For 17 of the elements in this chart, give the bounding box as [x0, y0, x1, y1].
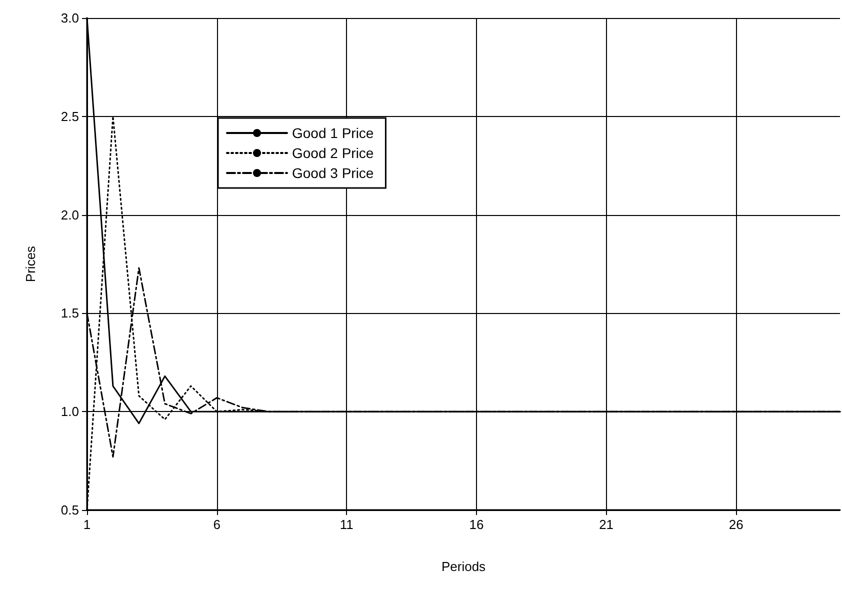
legend-label: Good 3 Price	[292, 165, 374, 181]
x-tick-label: 11	[340, 517, 354, 532]
x-axis-title: Periods	[441, 559, 486, 574]
x-tick-label: 1	[83, 517, 91, 532]
y-tick-label: 1.0	[60, 404, 79, 420]
y-tick-label: 0.5	[60, 502, 79, 518]
legend-label: Good 2 Price	[292, 145, 374, 161]
x-tick-label: 21	[599, 517, 614, 532]
y-axis-title: Prices	[23, 245, 38, 282]
y-tick-label: 1.5	[60, 306, 79, 321]
x-tick-label: 16	[469, 517, 484, 532]
x-tick-label: 26	[728, 517, 744, 532]
y-tick-label: 2.0	[60, 207, 79, 222]
y-tick-label: 2.5	[60, 108, 79, 124]
y-tick-label: 3.0	[60, 10, 79, 26]
x-tick-label: 6	[213, 517, 220, 532]
legend-label: Good 1 Price	[292, 125, 374, 141]
